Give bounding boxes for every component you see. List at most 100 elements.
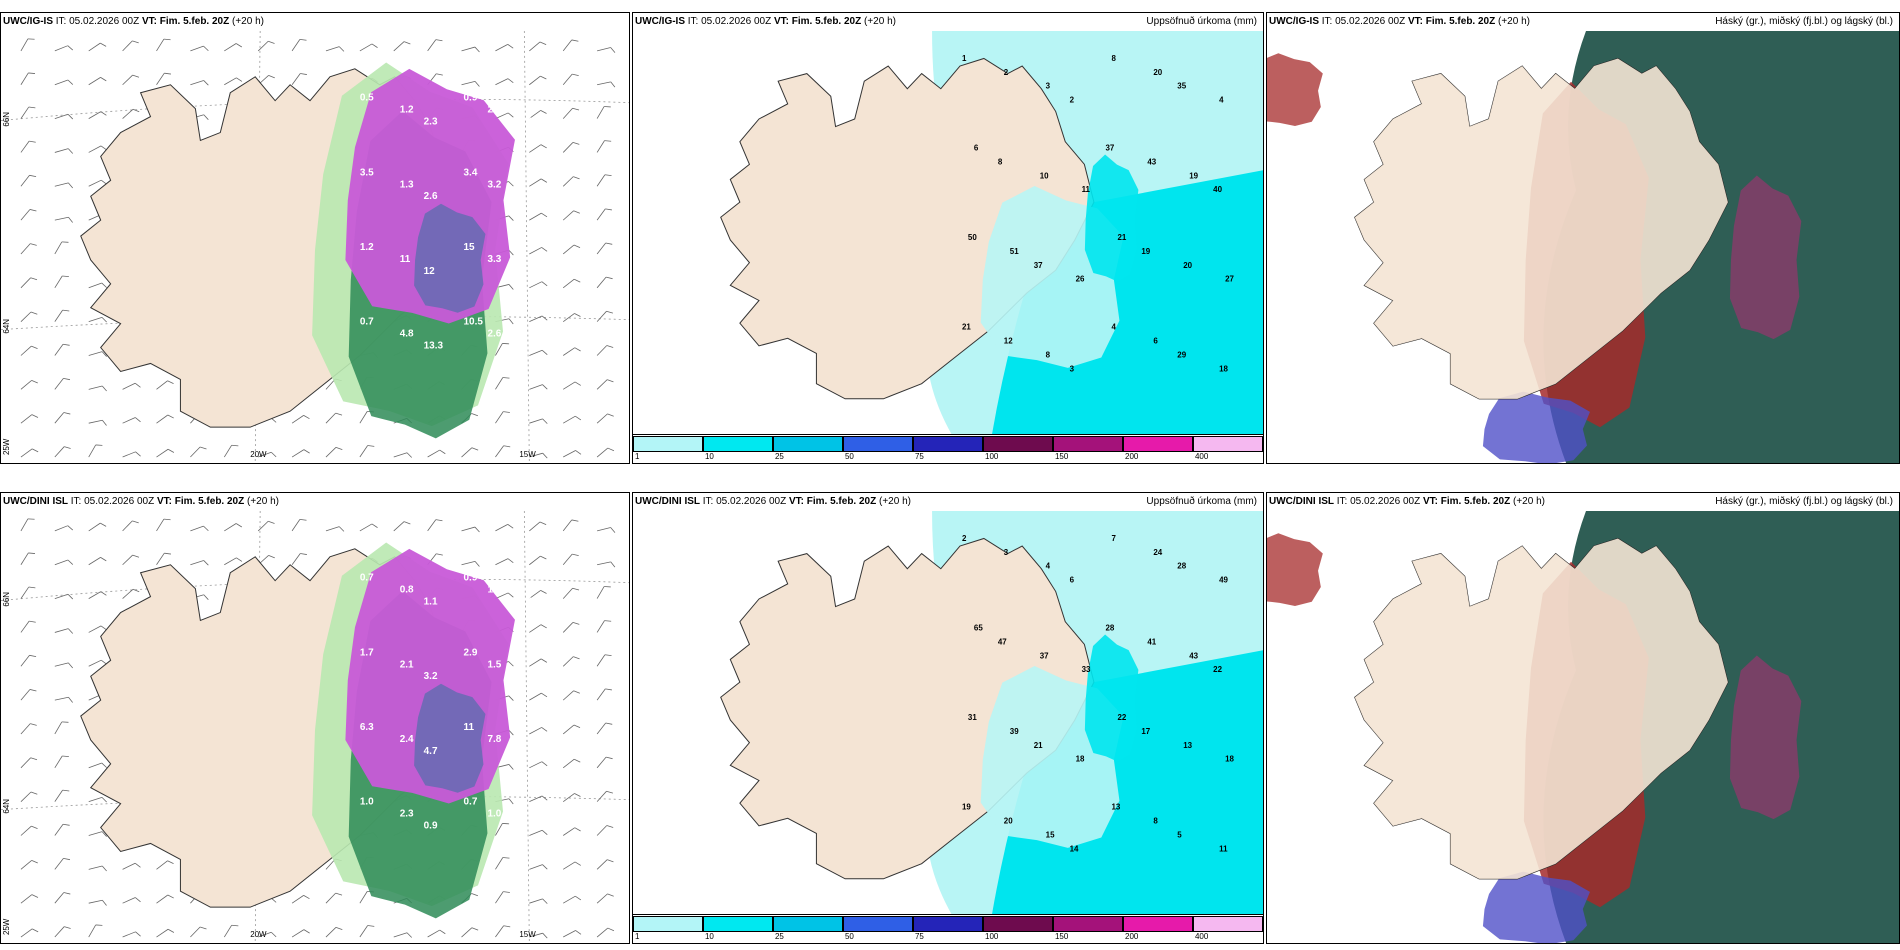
wind-barb-staff (54, 113, 69, 119)
precip-value-label: 40 (1213, 185, 1222, 194)
wind-barb (562, 210, 580, 221)
precip-value-label: 21 (962, 323, 971, 332)
vt-value: Fim. 5.feb. 20Z (174, 496, 245, 507)
wind-barb (596, 106, 611, 119)
wind-barb-staff (122, 108, 134, 119)
wind-barb-staff (20, 689, 31, 701)
wind-value-label: 1.2 (527, 266, 541, 277)
wind-value-label: 1.1 (424, 597, 438, 608)
wind-barb-staff (461, 526, 476, 532)
model-name: UWC/IG-IS (635, 16, 685, 27)
wind-barb-staff (596, 276, 607, 289)
wind-barb (54, 857, 71, 870)
legend-label: 100 (985, 452, 999, 461)
wind-barb (427, 39, 443, 52)
precip-value-label: 4 (1046, 562, 1051, 571)
wind-barb-staff (20, 380, 32, 390)
wind-barb (88, 385, 107, 392)
wind-barb-staff (597, 81, 611, 86)
it-value: 05.02.2026 00Z (69, 16, 140, 27)
wind-barb-staff (461, 46, 476, 52)
wind-barb (54, 559, 74, 566)
wind-barb-flag (199, 446, 207, 450)
wind-barb-staff (190, 926, 201, 938)
wind-barb-flag (132, 588, 140, 593)
wind-barb-flag (135, 417, 141, 423)
cloud-map (1267, 31, 1899, 463)
precip-value-label: 33 (1082, 665, 1091, 674)
wind-barb (562, 861, 581, 870)
wind-barb-staff (88, 351, 103, 356)
wind-barb-flag (508, 695, 514, 701)
wind-barb (597, 527, 616, 533)
wind-barb-flag (268, 520, 275, 524)
wind-barb-flag (606, 825, 614, 828)
wind-barb-flag (30, 791, 38, 795)
wind-barb (122, 108, 140, 119)
cloud-low-area (1482, 391, 1590, 463)
wind-barb (393, 452, 412, 458)
vt-label: VT: (773, 16, 789, 27)
precip-value-label: 26 (1076, 275, 1085, 284)
wind-barb-staff (562, 313, 575, 322)
wind-barb (596, 859, 614, 870)
wind-barb-flag (134, 862, 141, 868)
wind-barb-flag (474, 46, 480, 53)
wind-barb-staff (495, 78, 509, 86)
wind-value-label: 3.2 (424, 671, 438, 682)
wind-barb-staff (122, 40, 133, 52)
wind-barb-flag (503, 445, 511, 448)
wind-barb-staff (88, 385, 103, 390)
wind-barb-flag (68, 662, 74, 669)
wind-barb (88, 42, 107, 52)
legend-label: 200 (1125, 932, 1139, 941)
cloud-panel-dini: UWC/DINI ISL IT: 05.02.2026 00Z VT: Fim.… (1266, 492, 1900, 944)
wind-barb (596, 310, 613, 322)
vt-label: VT: (1422, 496, 1438, 507)
wind-barb-flag (435, 519, 443, 522)
wind-barb-staff (325, 526, 340, 532)
wind-value-label: 3.2 (487, 179, 501, 190)
legend-label: 10 (704, 452, 714, 461)
wind-barb-staff (495, 44, 508, 52)
wind-barb-flag (474, 81, 480, 87)
wind-barb-staff (156, 380, 168, 390)
wind-barb-flag (471, 893, 479, 897)
wind-barb (291, 929, 310, 938)
wind-barb-flag (573, 210, 580, 214)
precip-value-label: 11 (1082, 185, 1091, 194)
wind-barb (596, 825, 614, 836)
wind-barb-staff (562, 176, 574, 187)
wind-value-label: 11 (464, 722, 475, 733)
wind-barb (461, 560, 480, 567)
wind-value-label: 1.2 (360, 242, 374, 253)
wind-barb-flag (300, 73, 307, 75)
precip-value-label: 20 (1153, 68, 1162, 77)
wind-barb-staff (596, 174, 606, 187)
legend-label: 100 (985, 932, 999, 941)
wind-barb-staff (393, 521, 405, 532)
panel-header: UWC/IG-IS IT: 05.02.2026 00Z VT: Fim. 5.… (635, 15, 1261, 31)
wind-barb (495, 377, 510, 390)
wind-barb-flag (132, 108, 140, 113)
wind-barb-flag (604, 174, 612, 176)
wind-barb-staff (54, 721, 63, 735)
wind-barb-staff (596, 859, 608, 870)
wind-barb-flag (100, 77, 107, 82)
wind-barb (291, 553, 307, 565)
wind-barb-flag (572, 73, 579, 77)
wind-barb-flag (164, 72, 171, 75)
wind-barb (562, 622, 580, 633)
wind-barb-staff (122, 862, 136, 870)
precip-blue (414, 203, 486, 313)
wind-barb-flag (502, 857, 510, 859)
wind-barb-staff (596, 345, 608, 356)
wind-barb-staff (190, 45, 204, 52)
precip-value-label: 22 (1117, 713, 1126, 722)
wind-barb-flag (605, 688, 612, 691)
wind-barb-flag (132, 520, 139, 524)
wind-barb-flag (29, 174, 37, 178)
wind-barb-staff (529, 212, 542, 221)
panel-header: UWC/DINI ISL IT: 05.02.2026 00Z VT: Fim.… (1269, 495, 1897, 511)
axis-tick-label: 15W (519, 450, 536, 459)
